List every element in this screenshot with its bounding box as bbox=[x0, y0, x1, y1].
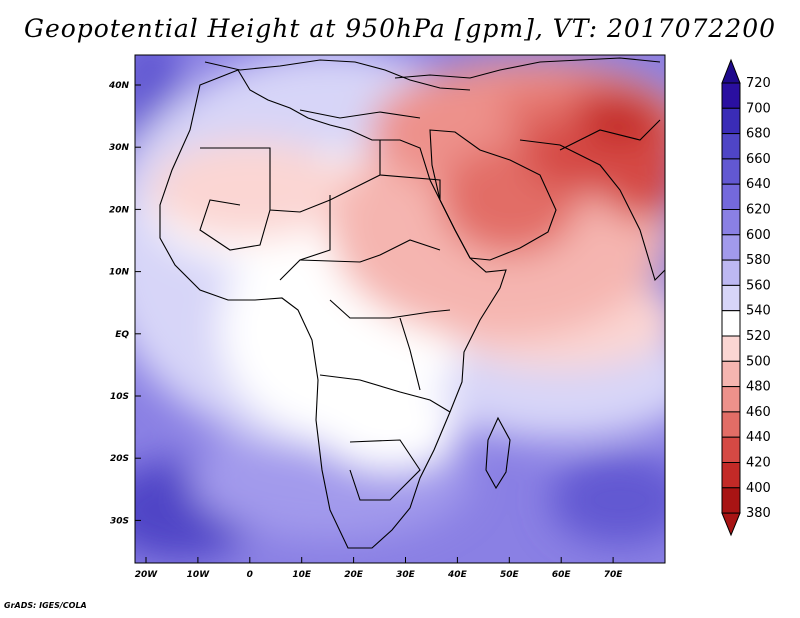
colorbar-swatch bbox=[721, 411, 741, 438]
colorbar-level-label: 520 bbox=[746, 329, 771, 344]
colorbar-level-label: 560 bbox=[746, 278, 771, 293]
lon-tick-label: 0 bbox=[247, 570, 253, 580]
grads-credit: GrADS: IGES/COLA bbox=[4, 601, 87, 610]
colorbar-swatch bbox=[721, 335, 741, 362]
colorbar-swatch bbox=[721, 259, 741, 286]
colorbar-level-label: 460 bbox=[746, 405, 771, 420]
colorbar-level-label: 580 bbox=[746, 253, 771, 268]
lat-tick-label: 10S bbox=[110, 392, 129, 402]
colorbar-swatch bbox=[721, 82, 741, 109]
colorbar-swatch bbox=[721, 487, 741, 514]
lon-tick-label: 10E bbox=[292, 570, 312, 580]
colorbar-level-label: 600 bbox=[746, 228, 771, 243]
colorbar-level-label: 660 bbox=[746, 152, 771, 167]
colorbar-level-label: 440 bbox=[746, 430, 771, 445]
lon-tick-label: 30E bbox=[396, 570, 416, 580]
colorbar-swatch bbox=[721, 183, 741, 210]
lat-tick-label: 30N bbox=[109, 143, 130, 153]
longitude-axis: 20W 10W 0 10E 20E 30E 40E 50E 60E 70E bbox=[135, 557, 624, 580]
colorbar: 720 700 680 660 640 620 600 580 560 540 520 500 480 4… bbox=[721, 58, 771, 537]
colorbar-swatch bbox=[721, 133, 741, 160]
colorbar-swatch bbox=[721, 107, 741, 135]
colorbar-top-arrow bbox=[721, 58, 741, 84]
coastlines bbox=[159, 57, 665, 549]
plot-frame bbox=[134, 54, 666, 564]
lat-tick-label: EQ bbox=[115, 330, 129, 340]
lat-tick-label: 20S bbox=[110, 454, 129, 464]
colorbar-swatch bbox=[721, 386, 741, 413]
lon-tick-label: 50E bbox=[500, 570, 520, 580]
colorbar-swatch bbox=[721, 209, 741, 236]
colorbar-level-label: 480 bbox=[746, 380, 771, 395]
colorbar-swatch bbox=[721, 158, 741, 185]
colorbar-level-label: 720 bbox=[746, 76, 771, 91]
lon-tick-label: 40E bbox=[447, 570, 468, 580]
colorbar-swatch bbox=[721, 436, 741, 464]
colorbar-swatch bbox=[721, 462, 741, 489]
lat-tick-label: 20N bbox=[109, 205, 130, 215]
lat-tick-label: 40N bbox=[108, 81, 130, 91]
lat-tick-label: 30S bbox=[110, 516, 129, 526]
lat-tick-label: 10N bbox=[109, 268, 130, 278]
latitude-axis: 40N 30N 20N 10N EQ 10S 20S 30S bbox=[108, 81, 141, 526]
colorbar-bottom-arrow bbox=[721, 512, 741, 537]
colorbar-level-label: 640 bbox=[746, 177, 771, 192]
colorbar-level-label: 700 bbox=[746, 101, 771, 116]
lon-tick-label: 60E bbox=[552, 570, 572, 580]
colorbar-level-label: 420 bbox=[746, 456, 771, 471]
lon-tick-label: 20E bbox=[344, 570, 364, 580]
colorbar-level-label: 500 bbox=[746, 354, 771, 369]
colorbar-swatch bbox=[721, 360, 741, 388]
lon-tick-label: 70E bbox=[604, 570, 624, 580]
colorbar-swatch bbox=[721, 310, 741, 337]
colorbar-level-label: 380 bbox=[746, 506, 771, 521]
colorbar-level-label: 620 bbox=[746, 203, 771, 218]
lon-tick-label: 10W bbox=[187, 570, 211, 580]
colorbar-level-label: 680 bbox=[746, 127, 771, 142]
colorbar-level-label: 540 bbox=[746, 304, 771, 319]
lon-tick-label: 20W bbox=[135, 570, 159, 580]
plot-title: Geopotential Height at 950hPa [gpm], VT:… bbox=[23, 14, 777, 43]
colorbar-level-label: 400 bbox=[746, 481, 771, 496]
colorbar-swatch bbox=[721, 284, 741, 312]
colorbar-swatch bbox=[721, 234, 741, 261]
height-field bbox=[135, 55, 665, 563]
